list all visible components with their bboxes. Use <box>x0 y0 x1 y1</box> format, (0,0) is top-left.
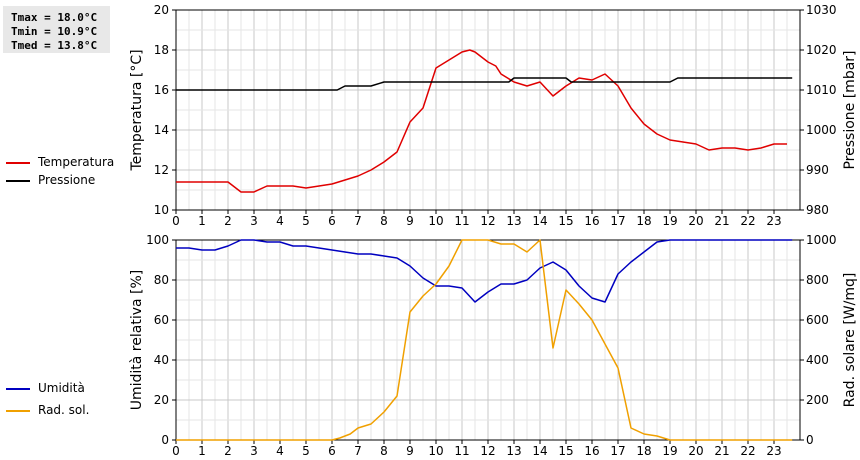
y-right-tick-label-bottom: 600 <box>806 313 829 327</box>
x-tick-label-bottom: 4 <box>276 444 284 458</box>
chart-bottom: 0 1 2 3 4 5 6 7 8 9 10 11 12 13 14 15 16 17 18 19 20 21 22 2302… <box>129 233 858 458</box>
legend-swatch-pressione <box>6 179 30 182</box>
y-left-tick-label-top: 12 <box>154 163 169 177</box>
y-right-tick-label-bottom: 1000 <box>806 233 837 247</box>
x-tick-label-top: 19 <box>662 214 677 228</box>
x-tick-label-top: 18 <box>636 214 651 228</box>
y-left-tick-label-top: 20 <box>154 3 169 17</box>
series-line-umidit <box>176 239 793 303</box>
y-right-axis-title-bottom: Rad. solare [W/mq] <box>842 273 858 408</box>
x-tick-label-bottom: 2 <box>224 444 232 458</box>
y-left-axis-title-bottom: Umidità relativa [%] <box>129 270 145 411</box>
y-left-tick-label-top: 18 <box>154 43 169 57</box>
x-tick-label-top: 12 <box>480 214 495 228</box>
y-left-tick-label-bottom: 40 <box>154 353 169 367</box>
x-tick-label-bottom: 1 <box>198 444 206 458</box>
x-tick-label-top: 11 <box>454 214 469 228</box>
legend-item-temperatura: Temperatura <box>6 155 114 169</box>
stats-tmed: Tmed = 13.8°C <box>11 39 98 52</box>
x-tick-label-bottom: 15 <box>558 444 573 458</box>
x-tick-label-top: 0 <box>172 214 180 228</box>
y-left-tick-label-top: 16 <box>154 83 169 97</box>
y-right-axis-title-top: Pressione [mbar] <box>842 50 858 169</box>
y-left-tick-label-bottom: 100 <box>146 233 169 247</box>
x-tick-label-top: 16 <box>584 214 599 228</box>
legend-label-umidita: Umidità <box>38 381 85 395</box>
legend-item-pressione: Pressione <box>6 173 95 187</box>
x-tick-label-top: 10 <box>428 214 443 228</box>
x-tick-label-bottom: 3 <box>250 444 258 458</box>
stats-tmin: Tmin = 10.9°C <box>11 25 98 38</box>
x-tick-label-top: 6 <box>328 214 336 228</box>
x-tick-label-bottom: 0 <box>172 444 180 458</box>
y-left-tick-label-bottom: 0 <box>161 433 169 447</box>
legend-label-temperatura: Temperatura <box>38 155 115 169</box>
y-right-tick-label-bottom: 200 <box>806 393 829 407</box>
stats-tmax: Tmax = 18.0°C <box>11 11 98 24</box>
y-right-tick-label-bottom: 400 <box>806 353 829 367</box>
x-tick-label-bottom: 17 <box>610 444 625 458</box>
series-line-rad-sol <box>176 239 793 441</box>
x-tick-label-bottom: 18 <box>636 444 651 458</box>
x-tick-label-bottom: 20 <box>688 444 703 458</box>
x-tick-label-bottom: 19 <box>662 444 677 458</box>
x-tick-label-top: 4 <box>276 214 284 228</box>
legend-swatch-rad-sol <box>6 409 30 412</box>
x-tick-label-top: 7 <box>354 214 362 228</box>
y-left-tick-label-bottom: 80 <box>154 273 169 287</box>
y-right-tick-label-top: 980 <box>806 203 829 217</box>
x-tick-label-bottom: 10 <box>428 444 443 458</box>
x-tick-label-bottom: 7 <box>354 444 362 458</box>
y-right-tick-label-top: 1000 <box>806 123 837 137</box>
x-tick-label-top: 15 <box>558 214 573 228</box>
x-tick-label-bottom: 12 <box>480 444 495 458</box>
x-tick-label-top: 23 <box>766 214 781 228</box>
y-right-tick-label-top: 990 <box>806 163 829 177</box>
legend-swatch-umidita <box>6 387 30 390</box>
x-tick-label-top: 5 <box>302 214 310 228</box>
chart-top: 0 1 2 3 4 5 6 7 8 9 10 11 12 13 14 15 16 17 18 19 20 21 22 2310… <box>129 3 858 228</box>
x-tick-label-top: 3 <box>250 214 258 228</box>
x-tick-label-bottom: 9 <box>406 444 414 458</box>
x-tick-label-top: 8 <box>380 214 388 228</box>
legend-label-pressione: Pressione <box>38 173 96 187</box>
x-tick-label-bottom: 21 <box>714 444 729 458</box>
x-tick-label-top: 21 <box>714 214 729 228</box>
stats-box: Tmax = 18.0°C Tmin = 10.9°C Tmed = 13.8°… <box>3 6 110 53</box>
legend-item-rad-sol: Rad. sol. <box>6 403 89 417</box>
x-tick-label-bottom: 14 <box>532 444 547 458</box>
x-tick-label-top: 13 <box>506 214 521 228</box>
y-left-axis-title-top: Temperatura [°C] <box>129 49 145 171</box>
x-tick-label-top: 14 <box>532 214 547 228</box>
x-tick-label-bottom: 23 <box>766 444 781 458</box>
x-tick-label-top: 1 <box>198 214 206 228</box>
x-tick-label-bottom: 6 <box>328 444 336 458</box>
y-left-tick-label-top: 10 <box>154 203 169 217</box>
x-tick-label-top: 20 <box>688 214 703 228</box>
x-tick-label-top: 9 <box>406 214 414 228</box>
series-line-pressione <box>176 77 793 91</box>
x-tick-label-bottom: 8 <box>380 444 388 458</box>
y-right-tick-label-bottom: 800 <box>806 273 829 287</box>
legend-label-rad-sol: Rad. sol. <box>38 403 90 417</box>
x-tick-label-top: 2 <box>224 214 232 228</box>
legend-item-umidita: Umidità <box>6 381 85 395</box>
x-tick-label-bottom: 13 <box>506 444 521 458</box>
y-left-tick-label-bottom: 60 <box>154 313 169 327</box>
y-right-tick-label-bottom: 0 <box>806 433 814 447</box>
x-tick-label-bottom: 11 <box>454 444 469 458</box>
x-tick-label-top: 22 <box>740 214 755 228</box>
y-right-tick-label-top: 1030 <box>806 3 837 17</box>
y-left-tick-label-bottom: 20 <box>154 393 169 407</box>
x-tick-label-bottom: 16 <box>584 444 599 458</box>
x-tick-label-bottom: 5 <box>302 444 310 458</box>
series-line-temperatura <box>176 49 787 193</box>
legend-swatch-temperatura <box>6 161 30 164</box>
y-right-tick-label-top: 1010 <box>806 83 837 97</box>
y-left-tick-label-top: 14 <box>154 123 169 137</box>
x-tick-label-top: 17 <box>610 214 625 228</box>
y-right-tick-label-top: 1020 <box>806 43 837 57</box>
x-tick-label-bottom: 22 <box>740 444 755 458</box>
